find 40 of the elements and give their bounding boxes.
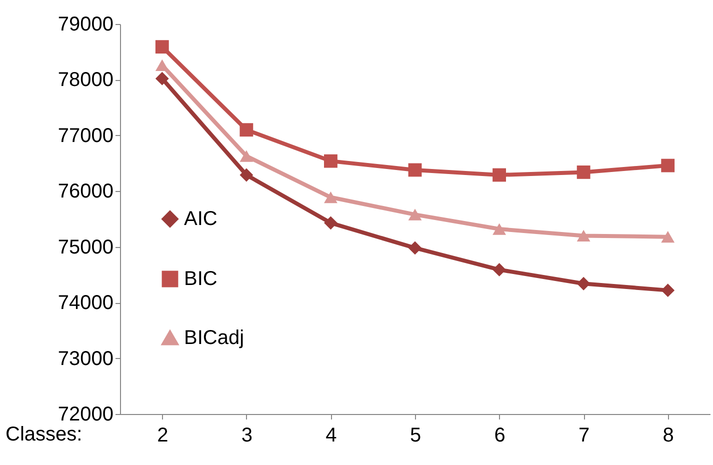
point: [324, 154, 338, 168]
point: [492, 262, 506, 276]
y-tick-label: 74000: [58, 292, 114, 314]
y-tick-label: 79000: [58, 14, 114, 36]
point: [155, 72, 169, 86]
x-tick-label: 7: [578, 424, 590, 446]
x-tick-label: 8: [662, 424, 674, 446]
point: [576, 230, 590, 242]
point: [492, 223, 506, 235]
point: [408, 163, 422, 177]
x-tick-label: 2: [157, 424, 168, 446]
x-axis-title: Classes:: [6, 424, 82, 446]
point: [576, 165, 590, 179]
point: [408, 208, 422, 220]
legend-label: BICadj: [184, 327, 244, 349]
y-tick-label: 78000: [58, 69, 114, 92]
point: [576, 276, 590, 290]
point: [661, 231, 675, 243]
point: [661, 158, 675, 172]
point: [492, 168, 506, 182]
point: [155, 40, 169, 54]
point: [155, 59, 169, 72]
y-tick-label: 77000: [58, 124, 114, 147]
legend-label: AIC: [184, 208, 218, 230]
y-tick-label: 75000: [58, 236, 114, 258]
x-tick-label: 4: [326, 424, 337, 446]
y-tick-label: 76000: [58, 180, 114, 203]
point: [324, 191, 338, 204]
x-tick-label: 6: [494, 424, 506, 446]
x-tick-label: 3: [241, 424, 252, 446]
y-tick-label: 72000: [58, 404, 114, 426]
point: [324, 216, 338, 230]
x-tick-label: 5: [410, 424, 422, 446]
y-tick-label: 73000: [58, 348, 114, 370]
point: [240, 123, 254, 137]
point: [240, 168, 254, 182]
legend-label: BIC: [184, 268, 218, 290]
point: [408, 241, 422, 255]
point: [240, 150, 254, 162]
point: [661, 284, 675, 298]
